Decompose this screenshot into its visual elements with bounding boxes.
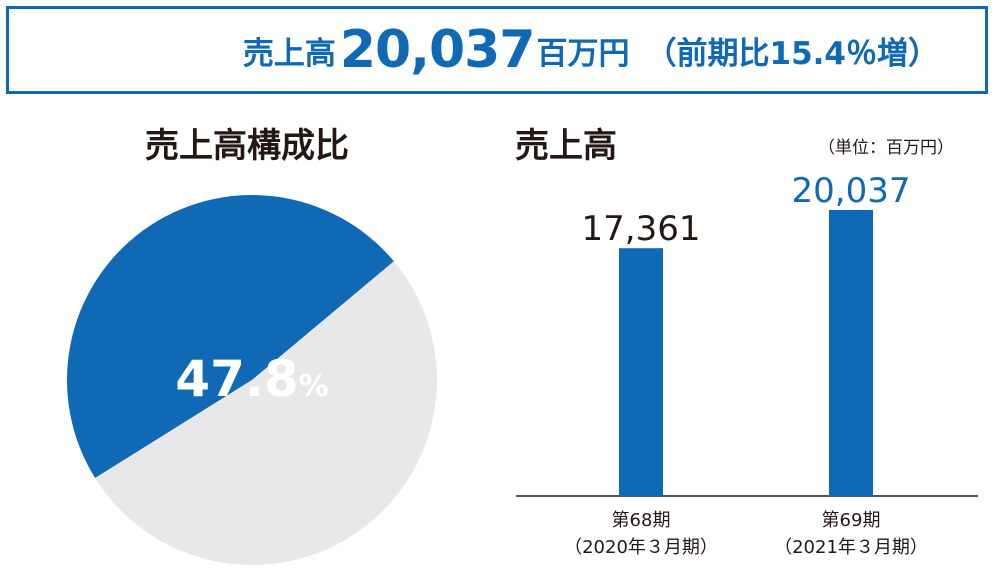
- bar-category-label-1: 第69期: [822, 510, 881, 531]
- bar-title: 売上高: [515, 126, 617, 166]
- bar-value-label-1: 20,037: [792, 171, 911, 211]
- headline-value: 20,037: [339, 20, 536, 80]
- bar-value-label-0: 17,361: [582, 209, 701, 249]
- bar-chart: 17,361 第68期 （2020年３月期） 20,037 第69期 （2021年３月期）: [516, 171, 978, 558]
- pie-slice-1: [95, 261, 438, 566]
- bar-category-label-0: 第68期: [612, 510, 671, 531]
- bar-unit-note: （単位：百万円）: [818, 138, 954, 158]
- bar-0: [619, 248, 663, 496]
- bar-category-sublabel-1: （2021年３月期）: [774, 537, 928, 558]
- bar-1: [829, 210, 873, 496]
- pie-chart: 47.8%: [67, 195, 438, 566]
- headline-label: 売上高: [242, 35, 336, 72]
- headline-banner: 売上高 20,037 百万円 （前期比15.4％増）: [6, 6, 988, 94]
- headline-unit: 百万円: [536, 35, 630, 72]
- headline-yoy: （前期比15.4％増）: [645, 35, 940, 72]
- pie-title: 売上高構成比: [145, 126, 349, 166]
- pie-slice-0: [67, 195, 394, 479]
- bar-category-sublabel-0: （2020年３月期）: [564, 537, 718, 558]
- pie-slice-label: 47.8%: [175, 350, 328, 408]
